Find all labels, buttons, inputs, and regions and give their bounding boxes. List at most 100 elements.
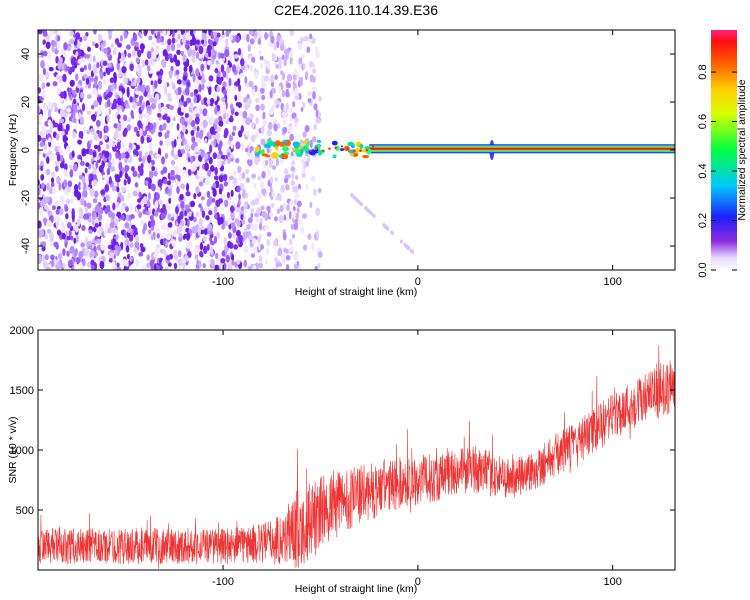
spectrogram-cell — [154, 210, 159, 217]
spectrogram-cell — [262, 111, 266, 121]
spectrogram-cell — [196, 79, 201, 85]
spectrogram-cell — [251, 173, 257, 179]
spectrogram-cell — [182, 124, 186, 133]
spectrogram-cell — [359, 149, 362, 152]
spectrogram-cell — [96, 154, 100, 161]
spectrogram-cell — [141, 155, 146, 164]
spectrogram-cell — [260, 103, 265, 111]
spectrogram-cell — [304, 71, 309, 78]
spectrogram-cell — [195, 137, 201, 144]
spectrogram-cell — [251, 88, 256, 97]
spectrogram-cell — [223, 113, 227, 119]
spectrogram-cell — [249, 38, 255, 45]
spectrogram-cell — [39, 207, 43, 216]
spectrogram-cell — [235, 141, 241, 150]
spectrogram-cell — [250, 253, 256, 258]
spectrogram-panel: -100 0 100 -40 -20 0 20 40 Height of straight … — [7, 29, 676, 298]
spectrogram-cell — [45, 267, 51, 270]
spectrogram-cell — [196, 125, 200, 132]
spectrogram-cell — [306, 46, 311, 53]
spectrogram-cell — [78, 171, 82, 177]
spectrogram-cell — [60, 148, 64, 156]
spectrogram-cell — [209, 97, 215, 105]
spectrogram-cell — [292, 185, 296, 193]
spectrogram-cell — [209, 246, 214, 255]
spectrogram-cell — [218, 120, 224, 127]
spectrogram-cell — [151, 40, 157, 47]
spectrogram-cell — [84, 247, 89, 257]
spectrogram-cell — [94, 43, 99, 49]
spectrogram-cell — [41, 137, 47, 143]
spectrogram-cell — [38, 233, 43, 239]
spectrogram-cell — [166, 129, 170, 136]
spectrogram-cell — [115, 38, 120, 44]
spectrogram-cell — [272, 189, 276, 198]
spectrogram-cell — [242, 116, 246, 125]
spectrogram-cell — [339, 148, 345, 151]
spectrogram-cell — [248, 80, 254, 88]
spectrogram-cell — [244, 59, 248, 67]
spectrogram-cell — [100, 243, 105, 251]
spectrogram-cell — [173, 252, 178, 260]
spectrogram-cell — [215, 126, 222, 133]
spectrogram-cell — [291, 172, 295, 180]
spectrogram-cell — [240, 125, 244, 133]
spectrogram-cell — [174, 165, 179, 174]
spectrogram-cell — [148, 229, 152, 235]
spectrogram-cell — [198, 218, 203, 227]
spectrogram-cell — [129, 63, 134, 72]
spectrogram-cell — [132, 149, 138, 156]
spectrogram-cell — [275, 195, 279, 201]
spectrogram-cell — [118, 52, 122, 60]
spectrogram-cell — [133, 247, 138, 253]
spectrogram-cell — [167, 213, 172, 221]
spectrogram-cell — [191, 55, 196, 63]
spectrogram-cell — [234, 111, 239, 117]
spectrogram-cell — [163, 179, 168, 185]
spectrogram-cell — [76, 218, 81, 227]
spectrogram-cell — [66, 235, 71, 241]
spectrogram-cell — [321, 149, 325, 152]
spectrogram-cell — [172, 116, 176, 122]
spectrogram-x-ticks: -100 0 100 — [212, 30, 622, 288]
spectrogram-cell — [89, 173, 94, 181]
spectrogram-cell — [44, 254, 49, 261]
spectrogram-cell — [309, 201, 313, 209]
spectrogram-cell — [265, 247, 270, 256]
spectrogram-cell — [213, 31, 218, 37]
spectrogram-cell — [86, 129, 91, 135]
spectrogram-cell — [281, 89, 286, 98]
spectrogram-cell — [176, 79, 182, 85]
spectrogram-cell — [112, 88, 117, 96]
spectrogram-cell — [140, 135, 145, 144]
spectrogram-cell — [302, 63, 306, 70]
spectrogram-cell — [185, 32, 191, 41]
spectrogram-cell — [136, 187, 141, 193]
spectrogram-cell — [92, 151, 97, 158]
spectrogram-cell — [290, 223, 295, 230]
spectrogram-cell — [164, 152, 168, 160]
colorbar-tick-label: 0.4 — [697, 163, 709, 178]
spectrogram-cell — [316, 230, 320, 239]
spectrogram-cell — [92, 64, 97, 72]
spectrogram-cell — [153, 263, 157, 270]
spectrogram-cell — [136, 49, 142, 58]
spectrogram-cell — [237, 165, 242, 174]
spectrogram-cell — [55, 208, 60, 215]
spectrogram-cell — [281, 154, 289, 160]
spectrogram-cell — [198, 181, 204, 187]
spectrogram-cell — [246, 159, 251, 165]
spectrogram-cell — [290, 180, 296, 186]
spectrogram-cell — [192, 125, 197, 132]
spectrogram-cell — [210, 258, 215, 268]
y-tick-label: 500 — [16, 505, 34, 517]
colorbar-label: Normalized spectral amplitude — [736, 79, 748, 220]
spectrogram-cell — [134, 41, 139, 48]
spectrogram-cell — [243, 245, 249, 254]
spectrogram-cell — [260, 244, 264, 250]
spectrogram-cell — [238, 110, 244, 117]
spectrogram-cell — [91, 250, 96, 258]
spectrogram-cell — [66, 221, 72, 229]
spectrogram-cell — [77, 58, 83, 64]
spectrogram-cell — [117, 245, 122, 253]
